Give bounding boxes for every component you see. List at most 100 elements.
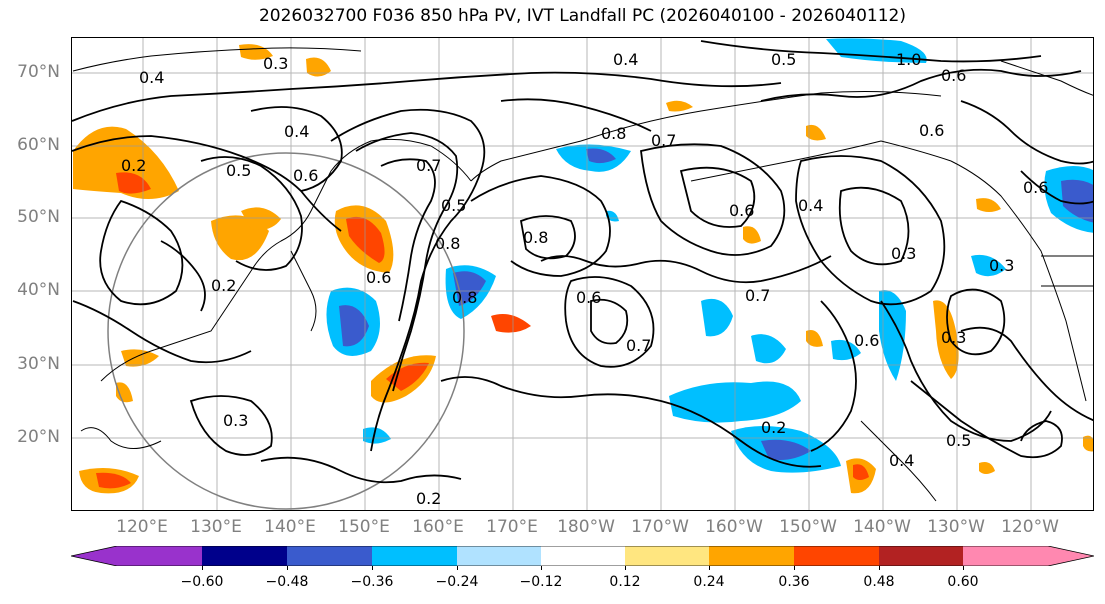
pv-contours (72, 40, 1093, 484)
pv-positive-patch (241, 207, 281, 230)
colorbar-tick-label: 0.24 (693, 574, 725, 590)
contour-label: 0.7 (416, 156, 441, 175)
lon-label-170W: 170°W (631, 517, 689, 537)
contour-labels: 0.2 0.3 0.4 0.5 0.6 0.7 0.8 0.8 0.6 0.4 … (121, 50, 1048, 508)
colorbar-tick-mark (709, 566, 710, 570)
colorbar-tick-label: −0.36 (350, 574, 394, 590)
pv-positive-patch (491, 313, 531, 333)
contour-label: 0.6 (293, 166, 318, 185)
colorbar-tick-label: −0.24 (435, 574, 479, 590)
colorbar-tick-label: 0.36 (778, 574, 810, 590)
contour-label: 0.6 (366, 268, 391, 287)
contour-label: 0.2 (211, 276, 236, 295)
map-title: 2026032700 F036 850 hPa PV, IVT Landfall… (258, 6, 906, 26)
lon-label-120E: 120°E (116, 517, 168, 537)
colorbar-tick-mark (457, 566, 458, 570)
contour-label: 0.6 (729, 201, 754, 220)
pv-positive-patch (121, 349, 159, 367)
pv-negative-patch (363, 427, 391, 444)
lon-label-130E: 130°E (190, 517, 242, 537)
colorbar-tick-label: 0.60 (947, 574, 979, 590)
pv-positive-patch (386, 362, 429, 391)
pv-negative-patch (1061, 179, 1093, 223)
contour-label: 0.7 (626, 336, 651, 355)
contour-label: 0.4 (284, 122, 309, 141)
contour-label: 0.4 (798, 196, 823, 215)
pv-positive-patch (743, 226, 761, 244)
pv-positive-patch (933, 300, 959, 379)
pv-positive-patch (979, 462, 995, 474)
gridlines (72, 38, 1093, 510)
colorbar-segment (879, 546, 963, 566)
pv-positive-patch (1083, 435, 1093, 452)
contour-label: 0.3 (263, 54, 288, 73)
pv-positive-patch (306, 57, 331, 77)
contour-label: 0.8 (523, 228, 548, 247)
colorbar-tick-mark (963, 566, 964, 570)
lat-label-30: 30°N (17, 354, 60, 374)
lon-label-180W: 180°W (557, 517, 615, 537)
pv-negative-patch (971, 254, 1006, 277)
contour-label: 0.2 (761, 418, 786, 437)
contour-label: 0.7 (651, 131, 676, 150)
pv-negative-patch (339, 305, 369, 347)
map-panel: 0.2 0.3 0.4 0.5 0.6 0.7 0.8 0.8 0.6 0.4 … (71, 37, 1094, 511)
contour-label: 0.5 (946, 431, 971, 450)
coastlines (72, 47, 1093, 502)
pv-negative-patch (879, 290, 906, 381)
colorbar-segment (709, 546, 794, 566)
lon-label-140E: 140°E (264, 517, 316, 537)
pv-negative-patch (751, 334, 786, 364)
colorbar-tick-mark (625, 566, 626, 570)
colorbar-tick-label: −0.12 (519, 574, 563, 590)
colorbar-tick-label: −0.60 (180, 574, 224, 590)
pv-positive-patch (73, 126, 179, 200)
contour-label: 0.6 (941, 66, 966, 85)
colorbar-segment (457, 546, 541, 566)
lon-label-160W: 160°W (705, 517, 763, 537)
landfall-region-circle (107, 152, 465, 510)
contour-label: 0.6 (919, 121, 944, 140)
shading-layer (73, 38, 1093, 494)
contour-label: 0.8 (601, 124, 626, 143)
lon-label-170E: 170°E (486, 517, 538, 537)
contour-label: 1.0 (896, 50, 921, 69)
pv-positive-patch (666, 100, 693, 112)
contour-label: 0.6 (576, 288, 601, 307)
pv-negative-patch (826, 38, 927, 63)
contour-label: 0.8 (435, 234, 460, 253)
contour-label: 0.6 (1023, 178, 1048, 197)
colorbar-tick-mark (794, 566, 795, 570)
pv-negative-patch (701, 298, 733, 337)
pv-positive-patch (806, 330, 823, 347)
colorbar (71, 546, 1094, 566)
contour-label: 0.5 (226, 161, 251, 180)
lon-label-130W: 130°W (927, 517, 985, 537)
lon-label-150E: 150°E (338, 517, 390, 537)
pv-negative-patch (761, 439, 811, 460)
lat-label-60: 60°N (17, 135, 60, 155)
colorbar-segment (71, 546, 202, 566)
contour-label: 0.4 (613, 50, 638, 69)
colorbar-tick-mark (372, 566, 373, 570)
contour-label: 0.3 (941, 328, 966, 347)
pv-positive-patch (116, 172, 151, 194)
contour-label: 0.7 (745, 286, 770, 305)
colorbar-segment (372, 546, 457, 566)
colorbar-segment (625, 546, 709, 566)
lon-label-120W: 120°W (1001, 517, 1059, 537)
colorbar-segment (202, 546, 287, 566)
colorbar-segment (794, 546, 879, 566)
lat-label-50: 50°N (17, 207, 60, 227)
lon-label-160E: 160°E (412, 517, 464, 537)
contour-label: 0.6 (854, 331, 879, 350)
colorbar-segment (963, 546, 1094, 566)
lat-label-40: 40°N (17, 280, 60, 300)
contour-label: 0.5 (441, 196, 466, 215)
pv-negative-patch (586, 148, 616, 164)
colorbar-tick-mark (202, 566, 203, 570)
lon-label-140W: 140°W (853, 517, 911, 537)
contour-label: 0.2 (416, 489, 441, 508)
contour-label: 0.4 (139, 68, 164, 87)
lat-label-20: 20°N (17, 427, 60, 447)
